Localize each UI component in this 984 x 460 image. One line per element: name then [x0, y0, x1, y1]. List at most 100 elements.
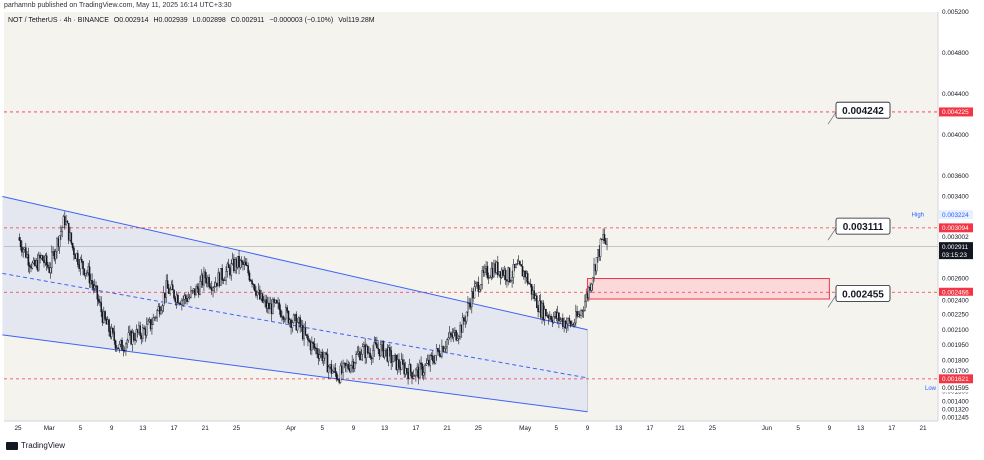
- candle-body: [545, 309, 547, 317]
- candle-body: [91, 280, 93, 285]
- candle-body: [209, 286, 212, 289]
- candle-body: [387, 347, 390, 362]
- candle-body: [151, 324, 153, 330]
- callout-pointer-1: [827, 227, 837, 241]
- candle-body: [192, 288, 195, 291]
- candle-body: [171, 284, 174, 291]
- candle-body: [135, 329, 138, 341]
- candle-body: [441, 346, 443, 357]
- candle-body: [187, 297, 190, 302]
- candle-body: [478, 289, 481, 292]
- candle-body: [373, 342, 376, 351]
- candle-body: [421, 364, 424, 376]
- candle-body: [239, 260, 242, 268]
- candle-body: [464, 320, 467, 322]
- candle-body: [208, 277, 210, 287]
- axis-badge-bg-5: [939, 287, 973, 297]
- candle-body: [269, 303, 272, 310]
- candle-body: [433, 360, 435, 364]
- candle-body: [500, 269, 503, 278]
- candle-body: [490, 267, 493, 278]
- candle-body: [520, 264, 523, 267]
- candle-body: [451, 334, 454, 338]
- candle-body: [179, 302, 182, 305]
- footer-brand[interactable]: TradingView: [6, 441, 65, 450]
- candle-body: [590, 283, 593, 291]
- x-tick-label-5: 17: [170, 425, 178, 432]
- candle-body: [594, 264, 597, 272]
- candle-body: [230, 263, 233, 276]
- candle-body: [156, 310, 158, 318]
- x-tick-label-13: 21: [444, 425, 452, 432]
- candle-body: [265, 299, 268, 309]
- candle-body: [502, 269, 504, 276]
- candle-body: [109, 331, 112, 337]
- candle-body: [79, 259, 82, 269]
- candle-body: [90, 280, 92, 284]
- candle-body: [563, 321, 565, 327]
- candle-body: [507, 267, 510, 282]
- candle-body: [216, 282, 218, 287]
- candle-body: [235, 259, 238, 268]
- candle-body: [312, 341, 314, 344]
- candle-body: [347, 364, 350, 369]
- candle-body: [126, 339, 129, 345]
- channel-lower-line: [2, 334, 588, 413]
- y-tick-label-9: 0.002100: [942, 327, 969, 334]
- candle-body: [598, 249, 601, 257]
- candle-body: [313, 343, 316, 349]
- candle-body: [402, 359, 404, 364]
- candle-body: [426, 359, 429, 364]
- legend-symbol[interactable]: NOT / TetherUS · 4h · BINANCE: [8, 17, 109, 24]
- candle-body: [318, 354, 321, 359]
- candle-body: [191, 290, 194, 292]
- candle-body: [348, 368, 351, 372]
- candle-body: [335, 372, 338, 380]
- candle-body: [51, 251, 53, 268]
- candle-body: [44, 255, 47, 264]
- candle-body: [491, 267, 494, 278]
- candle-body: [359, 351, 361, 360]
- candle-body: [469, 303, 472, 308]
- axis-badge-bg-1: [939, 223, 973, 233]
- y-tick-label-11: 0.001800: [942, 358, 969, 365]
- candle-body: [41, 255, 44, 261]
- candle-body: [218, 272, 221, 286]
- candle-body: [588, 286, 590, 298]
- candle-body: [225, 271, 227, 281]
- candle-body: [309, 341, 312, 351]
- x-tick-label-12: 17: [412, 425, 420, 432]
- candle-body: [260, 293, 262, 300]
- candle-body: [161, 305, 164, 311]
- candle-body: [461, 317, 464, 333]
- candle-body: [62, 216, 65, 228]
- candle-body: [564, 321, 567, 329]
- candle-body: [463, 317, 465, 321]
- candle-body: [559, 319, 562, 322]
- candle-body: [296, 322, 299, 331]
- candle-body: [528, 283, 530, 285]
- candle-body: [431, 356, 434, 362]
- x-tick-label-16: 5: [555, 425, 559, 432]
- candle-body: [170, 284, 173, 290]
- candle-body: [343, 362, 346, 364]
- candle-body: [157, 306, 160, 311]
- candle-body: [21, 246, 23, 253]
- candle-body: [409, 364, 412, 373]
- candle-body: [543, 309, 546, 320]
- candle-body: [382, 341, 385, 358]
- candle-body: [201, 274, 204, 286]
- x-tick-label-15: May: [519, 425, 532, 432]
- x-tick-label-27: 21: [919, 425, 927, 432]
- candle-body: [213, 286, 216, 288]
- candle-body: [556, 312, 559, 319]
- candle-body: [390, 350, 392, 364]
- candle-body: [316, 348, 318, 355]
- candle-body: [39, 254, 41, 259]
- candle-body: [286, 307, 288, 312]
- candle-body: [569, 321, 572, 326]
- candle-body: [444, 346, 447, 349]
- candle-body: [560, 318, 563, 320]
